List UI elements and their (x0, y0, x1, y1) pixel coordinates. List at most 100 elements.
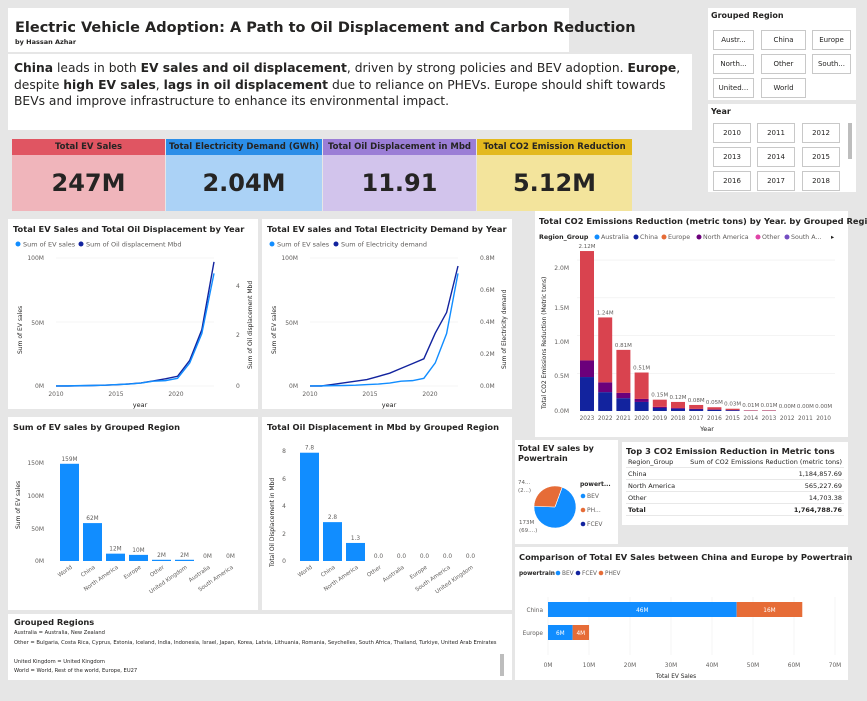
x-tick-label: 2019 (652, 416, 667, 422)
note-scrollbar[interactable] (500, 654, 504, 676)
data-label: 1.24M (597, 310, 614, 316)
year-option[interactable]: 2018 (802, 171, 840, 191)
y-tick-label: 150M (27, 460, 44, 467)
page-title: Electric Vehicle Adoption: A Path to Oil… (15, 20, 636, 36)
year-option[interactable]: 2014 (757, 147, 795, 167)
x-tick-label: Europe (123, 564, 143, 581)
pie-label: (69....) (519, 528, 537, 534)
x-tick-label: 2015 (108, 391, 123, 398)
legend-title: Region_Group (539, 234, 589, 241)
bar-segment (707, 409, 722, 411)
plot-area (55, 257, 215, 387)
table-cell: China (626, 467, 680, 480)
line-chart-ev-electricity-svg: Sum of EV sales Sum of Electricity deman… (269, 241, 508, 409)
y2-tick-label: 0.8M (480, 255, 495, 262)
year-scrollbar[interactable] (848, 123, 852, 159)
year-option[interactable]: 2012 (802, 123, 840, 143)
column-header[interactable]: Region_Group (626, 456, 680, 468)
author-line: by Hassan Azhar (15, 38, 77, 46)
data-label: 0.0 (466, 554, 476, 560)
legend-label: Sum of Oil displacement Mbd (86, 241, 182, 249)
table-header-row: Region_Group Sum of CO2 Emissions Reduct… (626, 456, 844, 468)
bar-segment (652, 407, 667, 411)
region-option[interactable]: Other (761, 54, 806, 74)
table-total-row: Total 1,764,788.76 (626, 503, 844, 516)
table-row: China 1,184,857.69 (626, 467, 844, 480)
kpi-value: 247M (12, 155, 165, 211)
data-label: 7.8 (305, 446, 315, 452)
legend-label: Australia (601, 234, 629, 241)
data-label: 12M (109, 547, 121, 553)
year-option[interactable]: 2010 (713, 123, 751, 143)
y-tick-label: 2 (282, 531, 286, 538)
region-option[interactable]: World (761, 78, 806, 98)
y-tick-label: 0M (35, 383, 44, 390)
legend-label: China (640, 234, 658, 241)
x-axis-title: year (382, 401, 397, 409)
y-tick-label: 0.5M (554, 373, 569, 380)
series-line (309, 273, 459, 387)
x-tick-label: Australia (382, 565, 406, 584)
data-label: 0.51M (633, 366, 650, 372)
bar-segment (598, 317, 613, 383)
legend-next-icon[interactable]: ▸ (831, 234, 835, 241)
top3-table-panel: Top 3 CO2 Emission Reduction in Metric t… (622, 442, 848, 525)
year-option[interactable]: 2016 (713, 171, 751, 191)
y2-tick-label: 0.0M (480, 383, 495, 390)
legend-dot (555, 570, 561, 576)
data-label: 1.3 (351, 536, 361, 542)
bar (346, 542, 365, 561)
data-label: 0.01M (742, 403, 759, 409)
data-label: 2M (180, 553, 189, 559)
region-option[interactable]: Europe (812, 30, 851, 50)
bar-segment (634, 398, 649, 402)
region-option[interactable]: South... (812, 54, 851, 74)
chart-title: Comparison of Total EV Sales between Chi… (519, 552, 853, 562)
bar-segment (652, 406, 667, 408)
kpi-electricity: Total Electricity Demand (GWh) 2.04M (166, 139, 322, 211)
legend-label: PH... (587, 507, 601, 514)
kpi-label: Total EV Sales (12, 139, 165, 155)
region-sales-svg: 150M 100M 50M 0M Sum of EV sales 159M Wor… (15, 457, 235, 596)
pie-slice (554, 486, 563, 508)
year-slicer: Year 2010 2011 2012 2013 2014 2015 2016 … (708, 104, 856, 192)
data-label: 6M (556, 631, 565, 637)
bar-segment (616, 392, 631, 399)
year-option[interactable]: 2015 (802, 147, 840, 167)
region-slicer-title: Grouped Region (711, 11, 784, 20)
bar-segment (671, 408, 685, 411)
data-label: 0.0 (420, 554, 430, 560)
pie-svg: 74... (2...) 173M (69....) powert... BEV… (518, 480, 611, 534)
year-slicer-title: Year (711, 107, 731, 116)
region-option[interactable]: China (761, 30, 806, 50)
kpi-oil: Total Oil Displacement in Mbd 11.91 (323, 139, 476, 211)
year-option[interactable]: 2017 (757, 171, 795, 191)
bar (60, 463, 79, 561)
co2-bar-chart-svg: Region_Group Australia China Europe Nort… (539, 234, 835, 433)
grouped-regions-note: Grouped Regions Australia = Australia, N… (8, 614, 512, 680)
chart-title: Total EV sales by Powertrain (518, 444, 594, 463)
region-option[interactable]: Austr... (713, 30, 754, 50)
region-option[interactable]: North... (713, 54, 754, 74)
table-cell: Other (626, 491, 680, 504)
chart-title: Total EV sales and Total Electricity Dem… (267, 224, 507, 234)
y-axis-title: Sum of EV sales (17, 306, 24, 354)
plot-area: 2.12M 2023 1.24M 2022 0.81M 2021 0.51M 2020 0.15… (577, 244, 835, 422)
legend-label: South A... (791, 234, 822, 241)
data-label: 0.0 (443, 554, 453, 560)
year-option[interactable]: 2011 (757, 123, 795, 143)
desc-span: leads in both (53, 61, 141, 75)
comparison-svg: powertrain BEV FCEV PHEV Total EV Sales … (519, 570, 841, 680)
region-option[interactable]: United... (713, 78, 754, 98)
legend-dot (575, 570, 581, 576)
legend-dot (78, 241, 84, 247)
table-title: Top 3 CO2 Emission Reduction in Metric t… (626, 446, 835, 456)
bar-segment (572, 625, 590, 640)
series-line (55, 273, 215, 387)
year-option[interactable]: 2013 (713, 147, 751, 167)
column-header[interactable]: Sum of CO2 Emissions Reduction (metric t… (679, 456, 844, 468)
powertrain-pie-chart: Total EV sales by Powertrain 74... (2...… (515, 440, 618, 544)
x-tick-label: 0M (544, 663, 553, 669)
x-axis-title: year (133, 401, 148, 409)
